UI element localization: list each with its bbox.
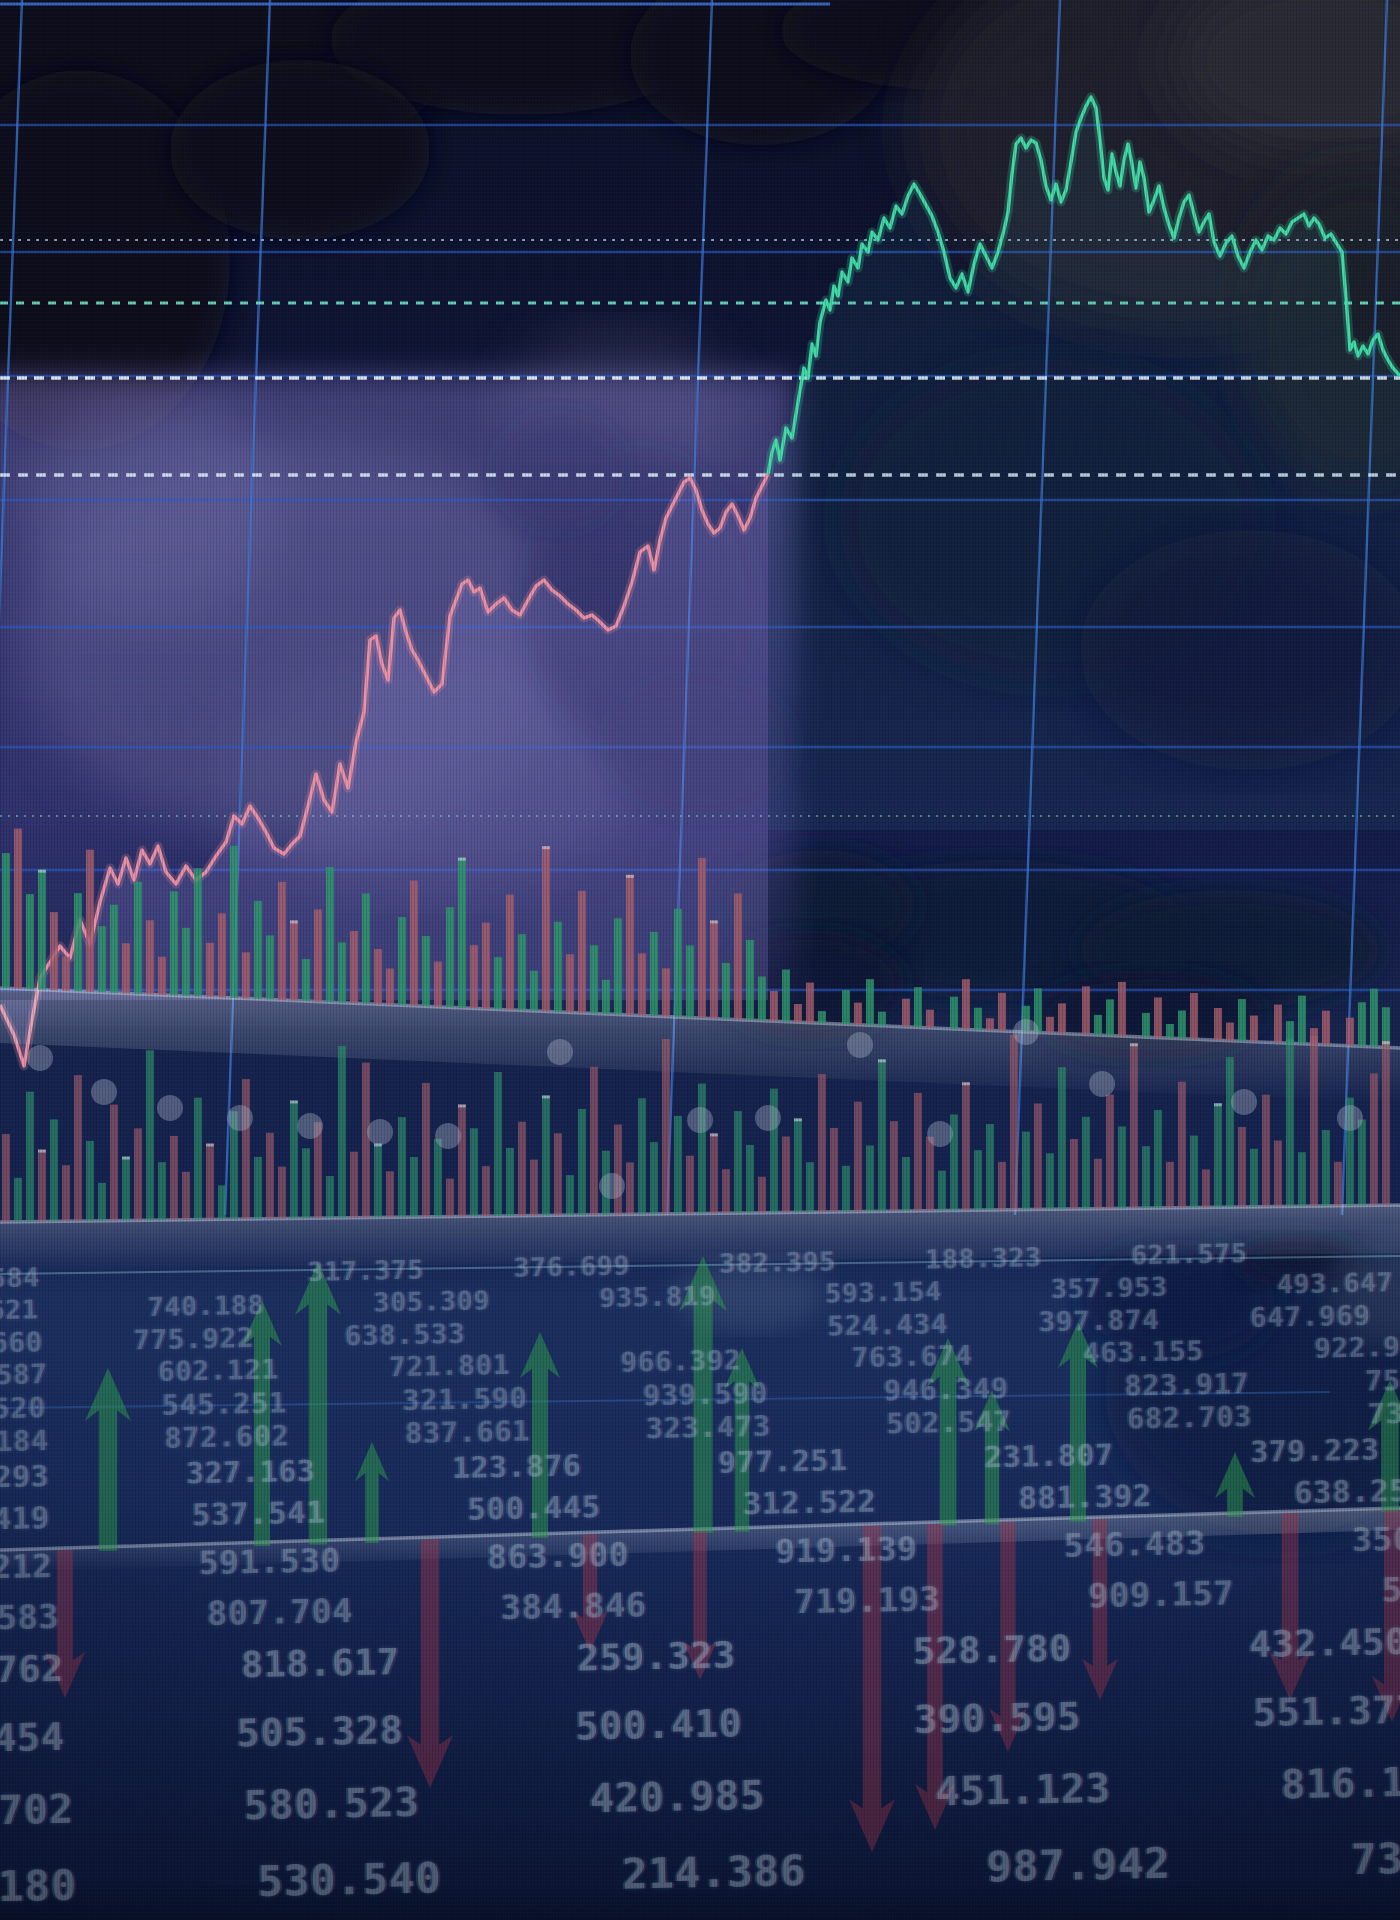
ticker-row: 702 580.523 420.985 451.123 816.17	[0, 1759, 1400, 1835]
volume-bars-upper	[2, 828, 1390, 1048]
up-arrows-green	[85, 1256, 1400, 1551]
ticker-row: 454 505.328 500.410 390.595 551.377	[0, 1687, 1400, 1761]
map-land-light-gray	[910, 0, 1400, 490]
band-under-upper-bars-edge	[0, 986, 1400, 1050]
ticker-zone-gridline	[0, 1391, 1331, 1409]
bubble-caps	[27, 1019, 1363, 1199]
volume-bars-lower	[2, 1034, 1390, 1222]
pink-price-line	[0, 473, 770, 1068]
band-under-lower-bars	[0, 1205, 1400, 1270]
purple-panel	[0, 374, 795, 1014]
green-price-line	[766, 95, 1400, 475]
band-under-upper-bars	[0, 988, 1400, 1103]
green-area-fill	[768, 97, 1400, 830]
pink-area-fill	[0, 474, 768, 1066]
diagonal-divider	[0, 1508, 1400, 1572]
down-arrows-red	[45, 1510, 1400, 1852]
